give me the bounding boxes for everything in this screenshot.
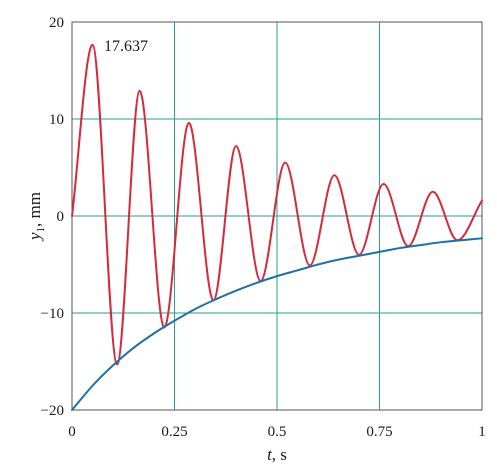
y-axis-var: y: [25, 232, 44, 242]
series-line-2: [71, 237, 483, 411]
peak-annotation: 17.637: [104, 38, 148, 55]
y-axis-unit: , mm: [25, 192, 44, 227]
x-tick-labels: 0 0.25 0.5 0.75 1: [68, 424, 486, 440]
x-axis-var: t: [267, 445, 273, 464]
y-tick-label: 20: [49, 15, 64, 31]
x-tick-label: 0.75: [366, 424, 392, 440]
y-tick-label: −20: [41, 403, 64, 419]
y-axis-label: y1, mm: [25, 192, 47, 242]
y-tick-label: 0: [57, 209, 65, 225]
y-tick-label: −10: [41, 306, 64, 322]
series-group: [71, 43, 483, 411]
y-axis-sub: 1: [35, 227, 47, 233]
x-axis-label: t, s: [267, 445, 287, 464]
x-tick-label: 1: [478, 424, 486, 440]
x-tick-label: 0.5: [268, 424, 287, 440]
series-line-1: [71, 43, 483, 366]
x-tick-label: 0.25: [161, 424, 187, 440]
grid: [72, 22, 482, 410]
y-tick-label: 10: [49, 112, 64, 128]
x-tick-label: 0: [68, 424, 76, 440]
y-tick-labels: −20 −10 0 10 20: [41, 15, 64, 419]
x-axis-unit: , s: [272, 445, 287, 464]
